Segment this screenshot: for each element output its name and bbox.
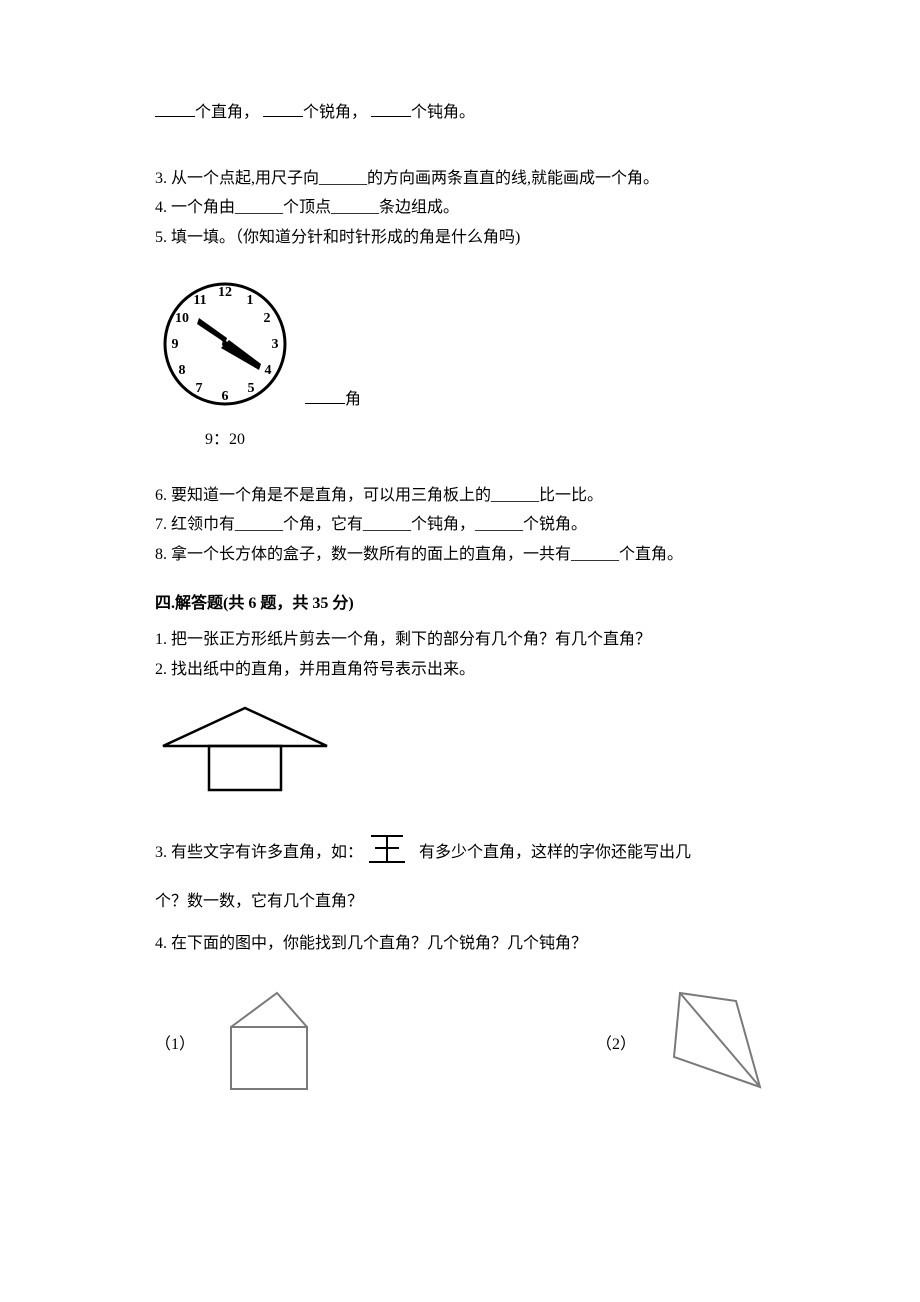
figure-1-group: （1） [155, 987, 319, 1106]
svg-text:5: 5 [248, 381, 255, 396]
wang-character-icon [367, 831, 407, 876]
question-6: 6. 要知道一个角是不是直角，可以用三角板上的______比一比。 [155, 483, 770, 509]
section4-q3-line2: 个？数一数，它有几个直角？ [155, 889, 770, 915]
clock-answer-blank: 角 [305, 387, 361, 453]
svg-text:8: 8 [179, 363, 186, 378]
clock-figure: 12 1 2 3 4 5 6 7 8 9 10 11 9：20 角 [155, 274, 770, 452]
blank [263, 101, 303, 117]
house-pentagon-icon [219, 987, 319, 1106]
figure-2-group: （2） [596, 987, 770, 1106]
clock-column: 12 1 2 3 4 5 6 7 8 9 10 11 9：20 [155, 274, 295, 452]
svg-text:9: 9 [172, 337, 179, 352]
svg-text:7: 7 [196, 381, 203, 396]
question-4: 4. 一个角由______个顶点______条边组成。 [155, 195, 770, 221]
blank [371, 101, 411, 117]
section4-q3-line1: 3. 有些文字有许多直角，如： 有多少个直角，这样的字你还能写出几 [155, 831, 770, 876]
section4-q1: 1. 把一张正方形纸片剪去一个角，剩下的部分有几个角？有几个直角？ [155, 627, 770, 653]
blank [305, 388, 345, 404]
figure-2-label: （2） [596, 1036, 636, 1053]
arrow-house-figure [155, 702, 770, 811]
text: 个钝角。 [411, 104, 475, 121]
section-4-title: 四.解答题(共 6 题，共 35 分) [155, 591, 770, 617]
svg-text:12: 12 [218, 285, 232, 300]
question-fragment: 个直角， 个锐角， 个钝角。 [155, 100, 770, 126]
question-5: 5. 填一填。（你知道分针和时针形成的角是什么角吗) [155, 225, 770, 251]
clock-icon: 12 1 2 3 4 5 6 7 8 9 10 11 [155, 274, 295, 414]
section4-q4: 4. 在下面的图中，你能找到几个直角？几个锐角？几个钝角？ [155, 931, 770, 957]
svg-text:3: 3 [272, 337, 279, 352]
text: 个直角， [195, 104, 259, 121]
text: 有多少个直角，这样的字你还能写出几 [419, 844, 691, 861]
blank [155, 101, 195, 117]
section4-q2: 2. 找出纸中的直角，并用直角符号表示出来。 [155, 657, 770, 683]
triangle-quad-icon [660, 987, 770, 1106]
text: 个锐角， [303, 104, 367, 121]
question-8: 8. 拿一个长方体的盒子，数一数所有的面上的直角，一共有______个直角。 [155, 542, 770, 568]
clock-time-label: 9：20 [155, 427, 295, 453]
svg-text:11: 11 [193, 293, 206, 308]
text: 角 [345, 391, 361, 408]
text: 3. 有些文字有许多直角，如： [155, 844, 363, 861]
question-3: 3. 从一个点起,用尺子向______的方向画两条直直的线,就能画成一个角。 [155, 166, 770, 192]
svg-text:4: 4 [265, 363, 272, 378]
svg-text:10: 10 [175, 311, 189, 326]
svg-text:2: 2 [264, 311, 271, 326]
arrow-house-icon [155, 702, 335, 802]
figure-1-label: （1） [155, 1036, 195, 1053]
svg-text:6: 6 [222, 389, 229, 404]
section4-q4-figures: （1） （2） [155, 987, 770, 1106]
question-7: 7. 红领巾有______个角，它有______个钝角，______个锐角。 [155, 512, 770, 538]
svg-text:1: 1 [247, 293, 254, 308]
